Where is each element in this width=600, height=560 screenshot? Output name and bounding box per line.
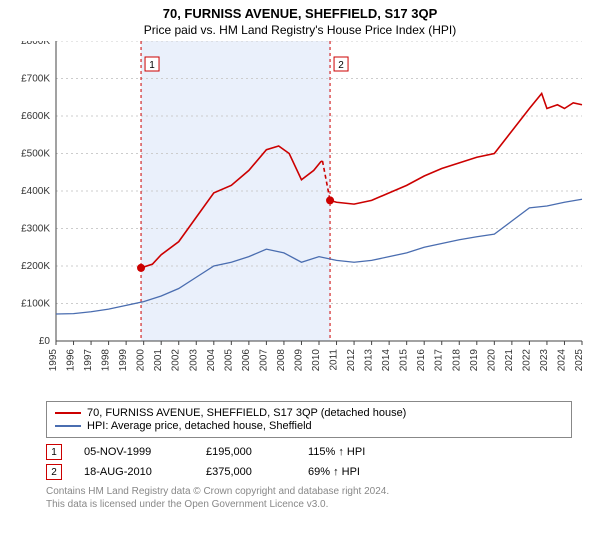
svg-text:2007: 2007 — [258, 349, 269, 372]
event-price: £195,000 — [206, 446, 286, 458]
svg-text:2000: 2000 — [136, 349, 147, 372]
svg-text:2025: 2025 — [574, 349, 585, 372]
event-vs-hpi: 115% ↑ HPI — [308, 446, 365, 458]
credit-line: This data is licensed under the Open Gov… — [46, 499, 572, 512]
svg-text:2003: 2003 — [188, 349, 199, 372]
event-date: 18-AUG-2010 — [84, 466, 184, 478]
legend-label: HPI: Average price, detached house, Shef… — [87, 420, 312, 432]
svg-text:2018: 2018 — [451, 349, 462, 372]
svg-text:£400K: £400K — [21, 186, 50, 197]
event-date: 05-NOV-1999 — [84, 446, 184, 458]
svg-text:2010: 2010 — [311, 349, 322, 372]
svg-text:1997: 1997 — [83, 349, 94, 372]
page-subtitle: Price paid vs. HM Land Registry's House … — [0, 21, 600, 41]
svg-text:2001: 2001 — [153, 349, 164, 372]
event-flag-box: 2 — [46, 464, 62, 480]
credit-line: Contains HM Land Registry data © Crown c… — [46, 486, 572, 499]
legend-label: 70, FURNISS AVENUE, SHEFFIELD, S17 3QP (… — [87, 407, 406, 419]
svg-text:2012: 2012 — [346, 349, 357, 372]
svg-text:2014: 2014 — [381, 349, 392, 372]
svg-text:1996: 1996 — [66, 349, 77, 372]
svg-text:2023: 2023 — [539, 349, 550, 372]
svg-text:2: 2 — [338, 60, 344, 71]
svg-text:2005: 2005 — [223, 349, 234, 372]
legend-swatch — [55, 425, 81, 427]
page-title: 70, FURNISS AVENUE, SHEFFIELD, S17 3QP — [0, 0, 600, 21]
svg-text:£300K: £300K — [21, 224, 50, 235]
event-vs-hpi: 69% ↑ HPI — [308, 466, 360, 478]
price-chart: £0 £100K £200K £300K £400K £500K £600K £700K £80… — [10, 41, 590, 397]
svg-text:£500K: £500K — [21, 149, 50, 160]
legend-row: 70, FURNISS AVENUE, SHEFFIELD, S17 3QP (… — [55, 407, 563, 419]
svg-text:2009: 2009 — [293, 349, 304, 372]
credit-text: Contains HM Land Registry data © Crown c… — [46, 486, 572, 511]
svg-text:2024: 2024 — [556, 349, 567, 372]
svg-text:2017: 2017 — [434, 349, 445, 372]
svg-text:2013: 2013 — [364, 349, 375, 372]
legend-swatch — [55, 412, 81, 414]
event-price: £375,000 — [206, 466, 286, 478]
svg-text:1999: 1999 — [118, 349, 129, 372]
svg-text:2006: 2006 — [241, 349, 252, 372]
svg-text:1995: 1995 — [48, 349, 59, 372]
svg-text:£600K: £600K — [21, 111, 50, 122]
svg-text:£800K: £800K — [21, 41, 50, 47]
svg-text:2020: 2020 — [486, 349, 497, 372]
svg-text:£200K: £200K — [21, 261, 50, 272]
svg-text:£700K: £700K — [21, 74, 50, 85]
legend-row: HPI: Average price, detached house, Shef… — [55, 420, 563, 432]
svg-text:2022: 2022 — [521, 349, 532, 372]
svg-text:2008: 2008 — [276, 349, 287, 372]
svg-text:2002: 2002 — [171, 349, 182, 372]
svg-text:£100K: £100K — [21, 299, 50, 310]
event-table: 1 05-NOV-1999 £195,000 115% ↑ HPI 2 18-AUG-20… — [46, 444, 572, 480]
event-row: 2 18-AUG-2010 £375,000 69% ↑ HPI — [46, 464, 572, 480]
legend: 70, FURNISS AVENUE, SHEFFIELD, S17 3QP (… — [46, 401, 572, 438]
svg-text:£0: £0 — [39, 336, 51, 347]
svg-text:2015: 2015 — [399, 349, 410, 372]
svg-text:1: 1 — [149, 60, 155, 71]
svg-text:2011: 2011 — [329, 349, 340, 371]
svg-text:2019: 2019 — [469, 349, 480, 372]
event-flag-box: 1 — [46, 444, 62, 460]
svg-text:2021: 2021 — [504, 349, 515, 372]
event-row: 1 05-NOV-1999 £195,000 115% ↑ HPI — [46, 444, 572, 460]
svg-text:2016: 2016 — [416, 349, 427, 372]
svg-text:2004: 2004 — [206, 349, 217, 372]
svg-text:1998: 1998 — [101, 349, 112, 372]
